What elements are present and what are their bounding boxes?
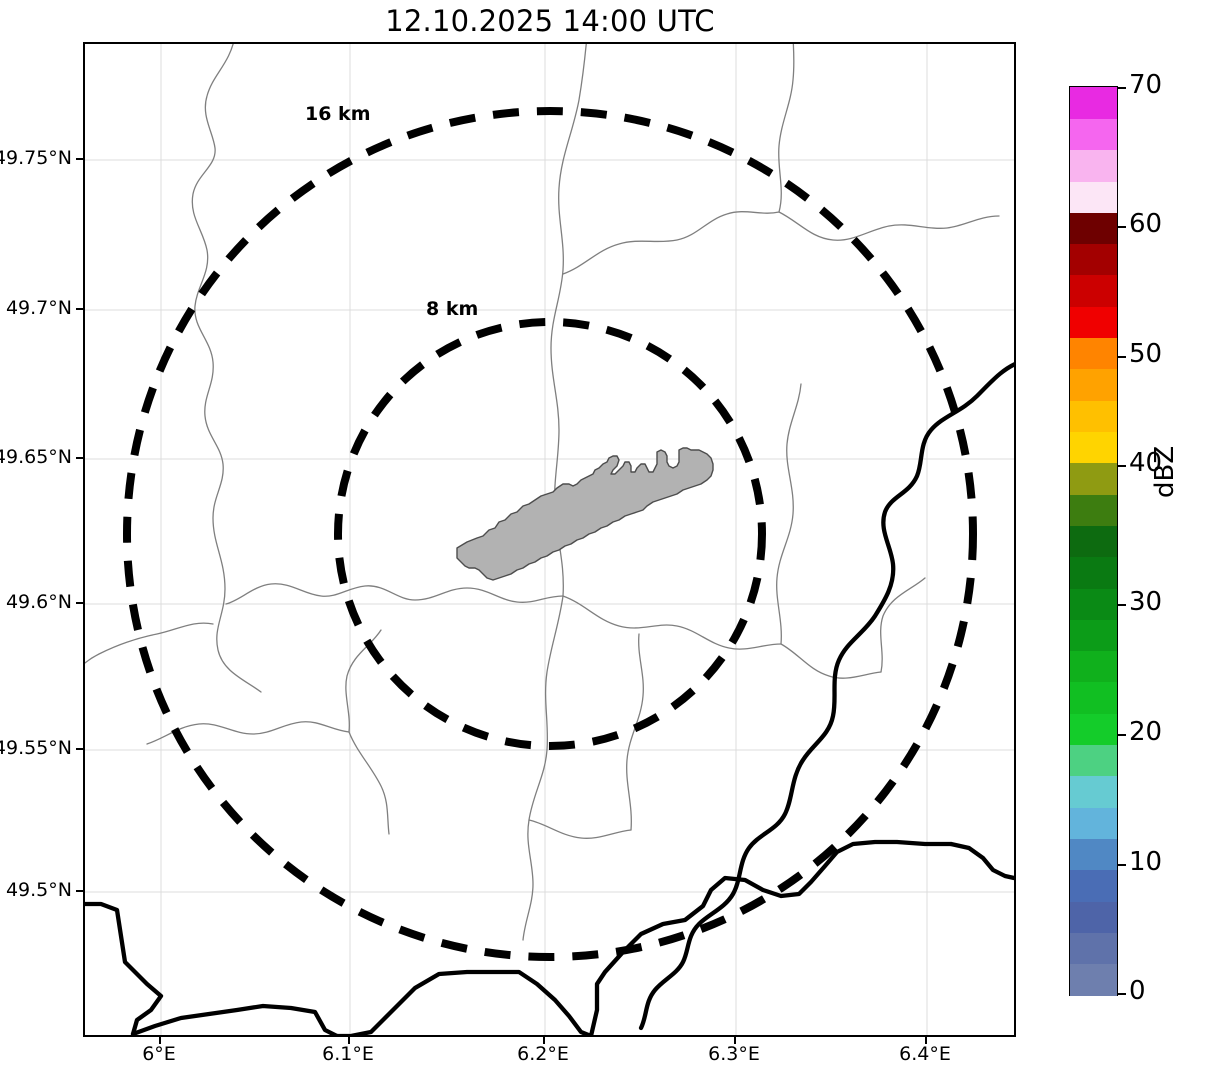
colorbar-band [1070, 619, 1117, 652]
colorbar-tick-label: 40 [1129, 448, 1163, 478]
colorbar-tick-label: 10 [1129, 847, 1163, 877]
colorbar-band [1070, 807, 1117, 840]
colorbar-band [1070, 681, 1117, 714]
y-tickmark [76, 158, 83, 160]
colorbar-band [1070, 243, 1117, 276]
y-axis-tick-label: 49.65°N [0, 446, 72, 468]
y-axis-tick-label: 49.6°N [5, 591, 72, 613]
colorbar-band [1070, 744, 1117, 777]
y-axis-tick-label: 49.7°N [5, 297, 72, 319]
x-tickmark [734, 1037, 736, 1044]
x-axis-tick-label: 6°E [142, 1043, 176, 1065]
colorbar-tick-label: 60 [1129, 209, 1163, 239]
colorbar-band [1070, 932, 1117, 965]
colorbar-band [1070, 368, 1117, 401]
x-axis-tick-label: 6.2°E [517, 1043, 569, 1065]
range-ring-label-16km: 16 km [305, 103, 371, 125]
x-tickmark [159, 1037, 161, 1044]
colorbar-tick-label: 30 [1129, 587, 1163, 617]
range-ring-8km [334, 318, 766, 750]
colorbar-tickmark [1118, 604, 1126, 606]
colorbar-band [1070, 212, 1117, 245]
colorbar-band [1070, 180, 1117, 213]
colorbar-band [1070, 400, 1117, 432]
colorbar-band [1070, 901, 1117, 933]
colorbar-tickmark [1118, 226, 1126, 228]
colorbar-band [1070, 494, 1117, 526]
national-border [85, 362, 1014, 1035]
colorbar-band [1070, 274, 1117, 307]
y-axis-tick-label: 49.5°N [5, 879, 72, 901]
colorbar-band [1070, 775, 1117, 808]
colorbar-tickmark [1118, 465, 1126, 467]
colorbar-band [1070, 87, 1117, 119]
x-tickmark [543, 1037, 545, 1044]
y-axis-tick-label: 49.75°N [0, 147, 72, 169]
colorbar-band [1070, 431, 1117, 464]
admin-boundaries [85, 44, 1000, 941]
map-vector-layer [85, 44, 1014, 1035]
grid-lines [85, 44, 1014, 1035]
y-tickmark [76, 457, 83, 459]
colorbar-tick-label: 0 [1129, 976, 1146, 1006]
y-axis-tick-label: 49.55°N [0, 737, 72, 759]
colorbar-tickmark [1118, 87, 1126, 89]
colorbar-band [1070, 587, 1117, 620]
y-tickmark [76, 602, 83, 604]
y-tickmark [76, 890, 83, 892]
colorbar-tickmark [1118, 734, 1126, 736]
range-ring-16km [123, 107, 977, 961]
range-ring-label-8km: 8 km [426, 298, 479, 320]
colorbar[interactable] [1069, 86, 1118, 996]
x-axis-tick-label: 6.3°E [708, 1043, 760, 1065]
colorbar-band [1070, 306, 1117, 339]
colorbar-band [1070, 149, 1117, 182]
figure-title: 12.10.2025 14:00 UTC [385, 4, 715, 38]
colorbar-band [1070, 462, 1117, 495]
colorbar-axis-label: dBZ [1150, 445, 1180, 498]
x-tickmark [348, 1037, 350, 1044]
colorbar-tick-label: 20 [1129, 717, 1163, 747]
colorbar-tickmark [1118, 356, 1126, 358]
range-rings [123, 107, 977, 961]
colorbar-band [1070, 838, 1117, 871]
y-tickmark [76, 748, 83, 750]
colorbar-tick-label: 50 [1129, 339, 1163, 369]
x-axis-tick-label: 6.4°E [899, 1043, 951, 1065]
colorbar-tickmark [1118, 993, 1126, 995]
colorbar-band [1070, 118, 1117, 151]
colorbar-tick-label: 70 [1129, 70, 1163, 100]
water-body-polygon [456, 447, 714, 581]
map-plot-area[interactable]: 16 km 8 km [83, 42, 1016, 1037]
x-tickmark [925, 1037, 927, 1044]
colorbar-band [1070, 713, 1117, 746]
colorbar-band [1070, 337, 1117, 370]
colorbar-tickmark [1118, 864, 1126, 866]
colorbar-band [1070, 525, 1117, 558]
colorbar-band [1070, 869, 1117, 902]
colorbar-band [1070, 556, 1117, 589]
x-axis-tick-label: 6.1°E [322, 1043, 374, 1065]
colorbar-band [1070, 963, 1117, 996]
colorbar-band [1070, 650, 1117, 683]
y-tickmark [76, 308, 83, 310]
